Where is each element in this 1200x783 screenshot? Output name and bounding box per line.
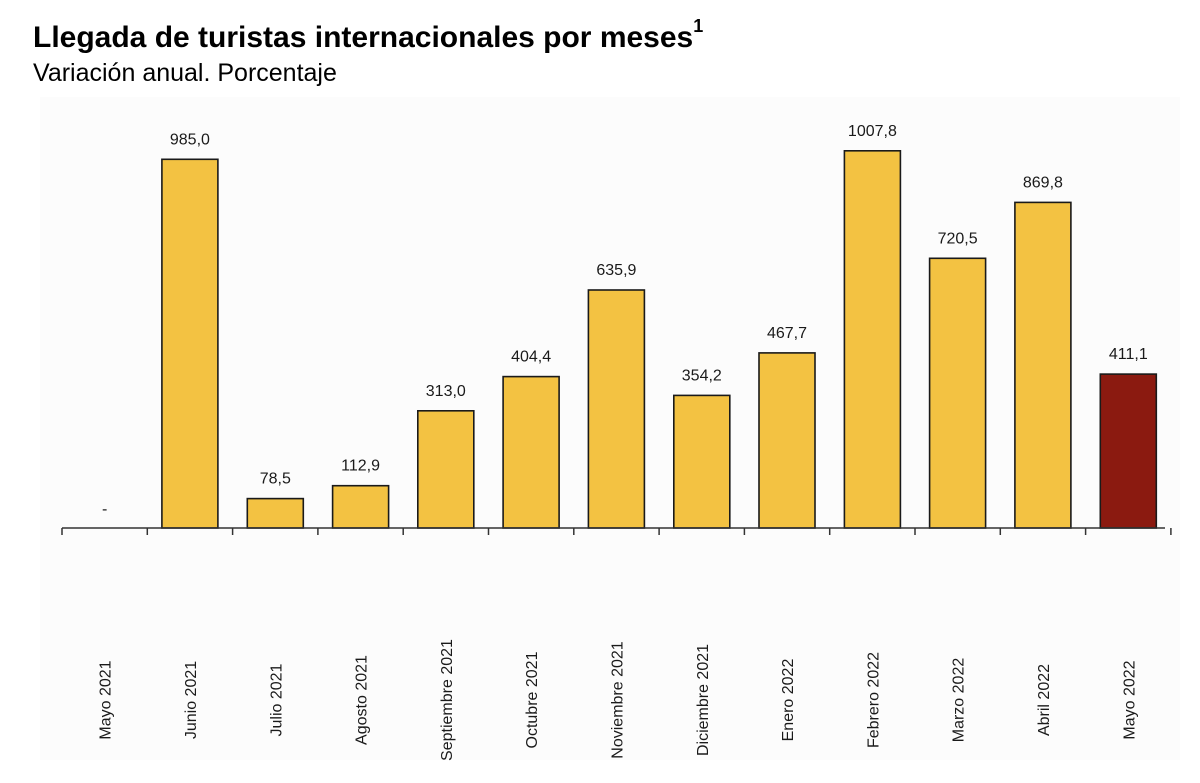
chart-title-text: Llegada de turistas internacionales por … bbox=[33, 21, 694, 54]
category-label-12: Abril 2022 bbox=[1036, 664, 1053, 736]
data-label-11: 720,5 bbox=[938, 230, 978, 247]
bar-12 bbox=[1014, 201, 1072, 529]
data-label-5: 313,0 bbox=[426, 383, 466, 400]
category-label-5: Septiembre 2021 bbox=[439, 639, 456, 761]
title-footnote-marker: 1 bbox=[693, 16, 704, 36]
bar-9 bbox=[758, 352, 816, 529]
category-label-3: Julio 2021 bbox=[268, 663, 285, 736]
category-label-8: Diciembre 2021 bbox=[695, 644, 712, 756]
category-label-2: Junio 2021 bbox=[183, 661, 200, 739]
data-label-3: 78,5 bbox=[260, 471, 291, 488]
category-label-1: Mayo 2021 bbox=[98, 660, 115, 739]
chart-subtitle: Variación anual. Porcentaje bbox=[33, 59, 337, 87]
data-label-4: 112,9 bbox=[341, 458, 380, 475]
data-label-10: 1007,8 bbox=[848, 123, 897, 140]
bar-7 bbox=[587, 289, 646, 529]
category-label-11: Marzo 2022 bbox=[951, 658, 968, 743]
category-label-4: Agosto 2021 bbox=[354, 655, 371, 745]
bar-5 bbox=[416, 409, 475, 529]
data-label-1: - bbox=[102, 501, 107, 518]
bar-10 bbox=[843, 150, 902, 529]
data-label-2: 985,0 bbox=[170, 131, 210, 148]
data-label-12: 869,8 bbox=[1023, 174, 1063, 191]
bar-3 bbox=[246, 497, 305, 529]
data-label-9: 467,7 bbox=[767, 325, 807, 342]
bar-6 bbox=[502, 375, 560, 529]
bar-2 bbox=[161, 158, 219, 529]
bar-8 bbox=[672, 394, 731, 529]
data-label-8: 354,2 bbox=[682, 367, 722, 384]
category-label-10: Febrero 2022 bbox=[865, 652, 882, 748]
data-label-6: 404,4 bbox=[511, 349, 551, 366]
bar-13 bbox=[1099, 373, 1158, 529]
data-label-13: 411,1 bbox=[1109, 346, 1148, 363]
bar-4 bbox=[331, 484, 390, 529]
title-block: Llegada de turistas internacionales por … bbox=[33, 10, 703, 88]
category-label-6: Octubre 2021 bbox=[524, 651, 541, 748]
data-label-7: 635,9 bbox=[596, 262, 636, 279]
category-label-9: Enero 2022 bbox=[780, 659, 797, 742]
bar-11 bbox=[928, 257, 987, 529]
category-label-7: Noviembre 2021 bbox=[609, 641, 626, 759]
chart-title: Llegada de turistas internacionales por … bbox=[33, 10, 703, 58]
category-label-13: Mayo 2022 bbox=[1121, 660, 1138, 739]
